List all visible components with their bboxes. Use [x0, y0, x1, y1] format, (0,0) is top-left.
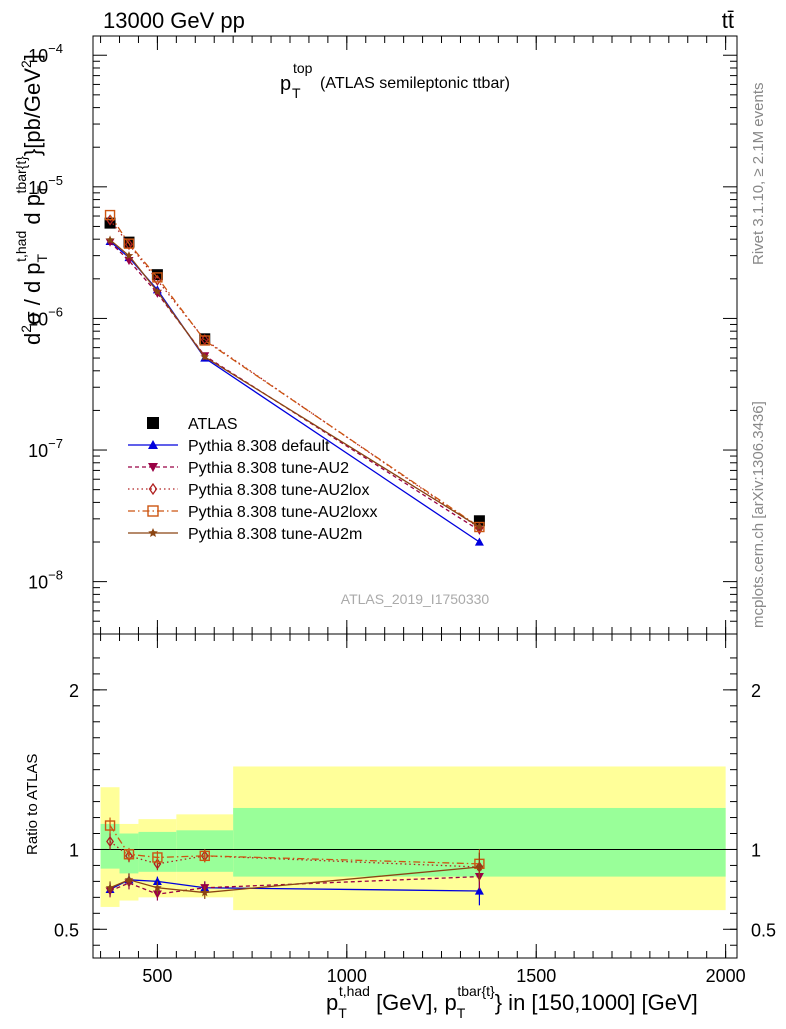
- data-point: [125, 238, 133, 251]
- data-point: [124, 251, 134, 260]
- ratio-series: [104, 817, 485, 906]
- legend-marker: [148, 482, 158, 496]
- plot-title: p T top (ATLAS semileptonic ttbar): [280, 60, 510, 101]
- rivet-label: Rivet 3.1.10, ≥ 2.1M events: [750, 83, 767, 266]
- legend-label: Pythia 8.308 default: [188, 438, 330, 455]
- y-tick-label: 10−7: [28, 436, 63, 461]
- series-1: [105, 236, 484, 546]
- energy-label: 13000 GeV pp: [103, 8, 245, 33]
- y-axis-title-main: d2σ / d pTt,had d pTtbar{t}}[pb/GeV2]: [13, 54, 50, 345]
- ratio-point: [475, 862, 484, 871]
- data-point: [474, 537, 484, 546]
- process-label: tt̄: [722, 8, 734, 33]
- mcplots-label: mcplots.cern.ch [arXiv:1306.3436]: [750, 401, 767, 628]
- ratio-point: [153, 883, 162, 892]
- legend-marker: [148, 463, 158, 472]
- data-point: [475, 522, 484, 531]
- legend-marker: [148, 440, 158, 449]
- legend-marker: [148, 528, 158, 538]
- axes-ticks: 500 1000 1500 2000 10−8 10−7 10−6 10−5 10−4 0.5 0.…: [28, 36, 776, 986]
- ratio-point: [474, 886, 484, 895]
- svg-text:pTt,had [GeV], pTtbar{t}} in [: pTt,had [GeV], pTtbar{t}} in [150,1000] …: [326, 983, 698, 1021]
- legend-label: Pythia 8.308 tune-AU2m: [188, 526, 362, 543]
- data-point: [105, 238, 115, 247]
- ratio-y-tick-label: 2: [69, 681, 79, 701]
- ratio-point: [123, 849, 135, 860]
- ratio-point: [124, 875, 134, 884]
- series-line: [109, 219, 480, 529]
- data-point: [104, 217, 116, 229]
- ratio-point: [199, 850, 210, 862]
- y-tick-label: 10−4: [28, 41, 63, 66]
- series-0: [104, 217, 485, 527]
- data-point: [104, 209, 116, 221]
- x-tick-label: 2000: [706, 966, 746, 986]
- ratio-y-tick-label-right: 2: [751, 681, 761, 701]
- svg-text:d2σ / d pTt,had d pTtbar{t}}[p: d2σ / d pTt,had d pTtbar{t}}[pb/GeV2]: [13, 54, 50, 345]
- legend-entry: Pythia 8.308 tune-AU2loxx: [128, 504, 377, 521]
- svg-text:(ATLAS semileptonic ttbar): (ATLAS semileptonic ttbar): [320, 75, 510, 92]
- ratio-point: [105, 883, 115, 892]
- y-tick-label: 10−8: [28, 568, 63, 593]
- ratio-y-tick-label: 1: [69, 840, 79, 860]
- svg-text:top: top: [293, 60, 313, 76]
- ratio-point: [152, 876, 162, 885]
- svg-text:T: T: [292, 85, 301, 101]
- data-point: [199, 335, 210, 346]
- x-tick-label: 1500: [516, 966, 556, 986]
- data-point: [153, 274, 162, 286]
- ratio-point: [152, 890, 162, 899]
- legend-entry: Pythia 8.308 tune-AU2m: [128, 526, 362, 543]
- ratio-uncertainty-bands: [93, 766, 737, 911]
- legend-label: ATLAS: [188, 416, 238, 433]
- legend-marker: [147, 505, 159, 517]
- x-axis-title: pTt,had [GeV], pTtbar{t}} in [150,1000] …: [326, 983, 698, 1021]
- ratio-point: [152, 852, 163, 863]
- series-5: [105, 235, 484, 531]
- ratio-point: [106, 835, 114, 848]
- data-point: [200, 352, 210, 361]
- ratio-y-tick-label-right: 0.5: [751, 920, 776, 940]
- ratio-series-4: [105, 852, 484, 899]
- y-axis-title-ratio: Ratio to ATLAS: [24, 754, 41, 855]
- data-point: [200, 334, 209, 346]
- legend: ATLAS Pythia 8.308 default Pythia 8.308 tu…: [128, 416, 377, 543]
- legend-entry: ATLAS: [147, 416, 238, 433]
- ratio-y-tick-label: 0.5: [54, 920, 79, 940]
- legend-marker: [147, 417, 159, 429]
- legend-label: Pythia 8.308 tune-AU2: [188, 460, 349, 477]
- data-point: [105, 235, 115, 244]
- x-tick-label: 500: [142, 966, 172, 986]
- legend-entry: Pythia 8.308 tune-AU2: [128, 460, 349, 477]
- x-tick-label: 1000: [327, 966, 367, 986]
- legend-entry: Pythia 8.308 default: [128, 438, 330, 455]
- ratio-point: [104, 820, 116, 831]
- legend-entry: Pythia 8.308 tune-AU2lox: [128, 482, 369, 499]
- series-4: [104, 209, 485, 533]
- svg-text:p: p: [280, 73, 291, 95]
- data-point: [123, 236, 135, 248]
- series-line: [109, 241, 480, 531]
- data-point: [152, 272, 163, 283]
- data-point: [153, 287, 162, 296]
- legend-label: Pythia 8.308 tune-AU2loxx: [188, 504, 377, 521]
- ratio-y-tick-label-right: 1: [751, 840, 761, 860]
- main-series: [104, 209, 485, 546]
- analysis-id: ATLAS_2019_I1750330: [341, 591, 490, 607]
- data-point: [473, 515, 485, 527]
- legend-label: Pythia 8.308 tune-AU2lox: [188, 482, 369, 499]
- data-point: [123, 238, 135, 249]
- y-tick-label: 10−6: [28, 304, 63, 329]
- y-tick-label: 10−5: [28, 173, 63, 198]
- data-point: [199, 333, 211, 345]
- ratio-point: [200, 888, 210, 897]
- series-line: [109, 214, 480, 528]
- ratio-panel-frame: [92, 633, 738, 959]
